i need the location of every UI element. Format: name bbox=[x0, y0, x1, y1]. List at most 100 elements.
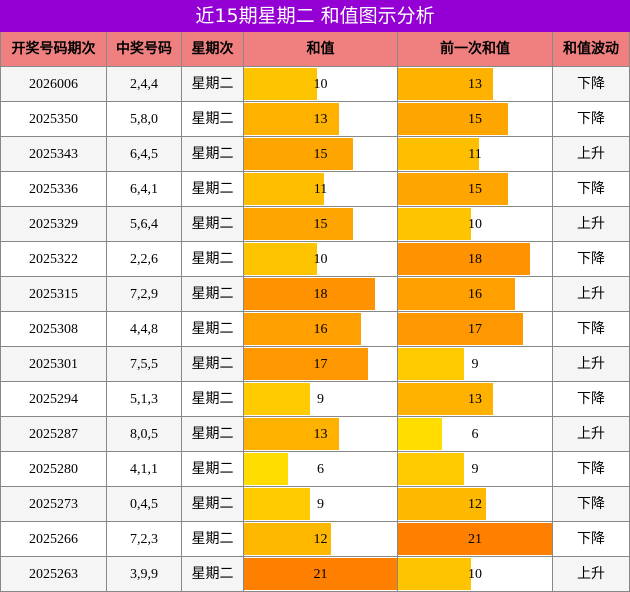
table-cell: 星期二 bbox=[182, 137, 244, 172]
table-cell: 星期二 bbox=[182, 382, 244, 417]
header-cell: 星期次 bbox=[182, 32, 244, 67]
sum-text: 17 bbox=[313, 357, 328, 372]
sum-bar bbox=[244, 173, 325, 205]
table-cell: 13 bbox=[244, 102, 398, 137]
table-cell: 2025280 bbox=[0, 452, 107, 487]
table-cell: 2025308 bbox=[0, 312, 107, 347]
sum-bar bbox=[244, 523, 332, 555]
sum-text: 13 bbox=[468, 77, 482, 92]
table-cell: 13 bbox=[244, 417, 398, 452]
table-cell: 星期二 bbox=[182, 557, 244, 592]
table-cell: 下降 bbox=[553, 312, 630, 347]
table-cell: 15 bbox=[244, 137, 398, 172]
table-cell: 下降 bbox=[553, 67, 630, 102]
table-cell: 2025263 bbox=[0, 557, 107, 592]
table-cell: 2025315 bbox=[0, 277, 107, 312]
table-cell: 2,4,4 bbox=[107, 67, 182, 102]
table-cell: 15 bbox=[398, 172, 553, 207]
sum-text: 12 bbox=[468, 497, 482, 512]
table-cell: 星期二 bbox=[182, 102, 244, 137]
table-cell: 11 bbox=[244, 172, 398, 207]
sum-bar bbox=[398, 103, 508, 135]
table-cell: 星期二 bbox=[182, 172, 244, 207]
table-cell: 6,4,5 bbox=[107, 137, 182, 172]
sum-bar bbox=[244, 383, 310, 415]
table-cell: 下降 bbox=[553, 172, 630, 207]
table-cell: 7,2,9 bbox=[107, 277, 182, 312]
table-cell: 2,2,6 bbox=[107, 242, 182, 277]
table-cell: 10 bbox=[398, 207, 553, 242]
sum-bar bbox=[244, 418, 339, 450]
table-cell: 星期二 bbox=[182, 67, 244, 102]
sum-bar bbox=[398, 523, 552, 555]
sum-bar bbox=[398, 173, 508, 205]
table-cell: 17 bbox=[244, 347, 398, 382]
sum-text: 21 bbox=[313, 567, 328, 582]
table-cell: 9 bbox=[398, 452, 553, 487]
table-cell: 10 bbox=[244, 67, 398, 102]
table-cell: 9 bbox=[244, 487, 398, 522]
header-cell: 前一次和值 bbox=[398, 32, 553, 67]
table-cell: 下降 bbox=[553, 452, 630, 487]
table-cell: 2026006 bbox=[0, 67, 107, 102]
table-cell: 6 bbox=[398, 417, 553, 452]
table-cell: 上升 bbox=[553, 137, 630, 172]
table-cell: 下降 bbox=[553, 382, 630, 417]
sum-bar bbox=[398, 453, 464, 485]
sum-text: 12 bbox=[313, 532, 328, 547]
sum-bar bbox=[398, 68, 494, 100]
sum-text: 15 bbox=[313, 147, 328, 162]
sum-text: 10 bbox=[313, 77, 328, 92]
table-cell: 星期二 bbox=[182, 312, 244, 347]
sum-bar bbox=[244, 278, 376, 310]
table-cell: 上升 bbox=[553, 207, 630, 242]
sum-bar bbox=[398, 418, 442, 450]
table-cell: 2025266 bbox=[0, 522, 107, 557]
sum-bar bbox=[244, 453, 288, 485]
table-cell: 10 bbox=[398, 557, 553, 592]
header-cell: 和值波动 bbox=[553, 32, 630, 67]
table-cell: 5,1,3 bbox=[107, 382, 182, 417]
table-cell: 21 bbox=[244, 557, 398, 592]
sum-text: 9 bbox=[471, 462, 479, 477]
sum-bar bbox=[244, 313, 361, 345]
table-cell: 上升 bbox=[553, 277, 630, 312]
sum-bar bbox=[244, 138, 354, 170]
sum-text: 11 bbox=[313, 182, 328, 197]
table-cell: 2025336 bbox=[0, 172, 107, 207]
header-cell: 中奖号码 bbox=[107, 32, 182, 67]
sum-text: 9 bbox=[317, 392, 324, 407]
sum-text: 18 bbox=[313, 287, 328, 302]
table-cell: 6 bbox=[244, 452, 398, 487]
sum-bar bbox=[398, 208, 472, 240]
table-cell: 2025350 bbox=[0, 102, 107, 137]
table-cell: 星期二 bbox=[182, 347, 244, 382]
sum-bar bbox=[244, 208, 354, 240]
table-cell: 12 bbox=[244, 522, 398, 557]
sum-text: 15 bbox=[468, 182, 482, 197]
sum-bar bbox=[244, 558, 397, 590]
table-cell: 下降 bbox=[553, 242, 630, 277]
sum-text: 21 bbox=[468, 532, 482, 547]
sum-text: 10 bbox=[468, 567, 482, 582]
table-cell: 16 bbox=[244, 312, 398, 347]
sum-text: 13 bbox=[313, 427, 328, 442]
table-cell: 9 bbox=[398, 347, 553, 382]
table-cell: 12 bbox=[398, 487, 553, 522]
table-cell: 18 bbox=[398, 242, 553, 277]
sum-bar bbox=[398, 558, 472, 590]
table-cell: 4,4,8 bbox=[107, 312, 182, 347]
sum-text: 11 bbox=[468, 147, 482, 162]
table-cell: 2025287 bbox=[0, 417, 107, 452]
table-cell: 2025301 bbox=[0, 347, 107, 382]
sum-bar bbox=[244, 68, 317, 100]
table-cell: 2025322 bbox=[0, 242, 107, 277]
table-cell: 上升 bbox=[553, 347, 630, 382]
sum-bar bbox=[398, 383, 494, 415]
table-cell: 星期二 bbox=[182, 417, 244, 452]
table-cell: 13 bbox=[398, 382, 553, 417]
sum-text: 9 bbox=[471, 357, 479, 372]
sum-text: 16 bbox=[313, 322, 328, 337]
table-cell: 2025329 bbox=[0, 207, 107, 242]
